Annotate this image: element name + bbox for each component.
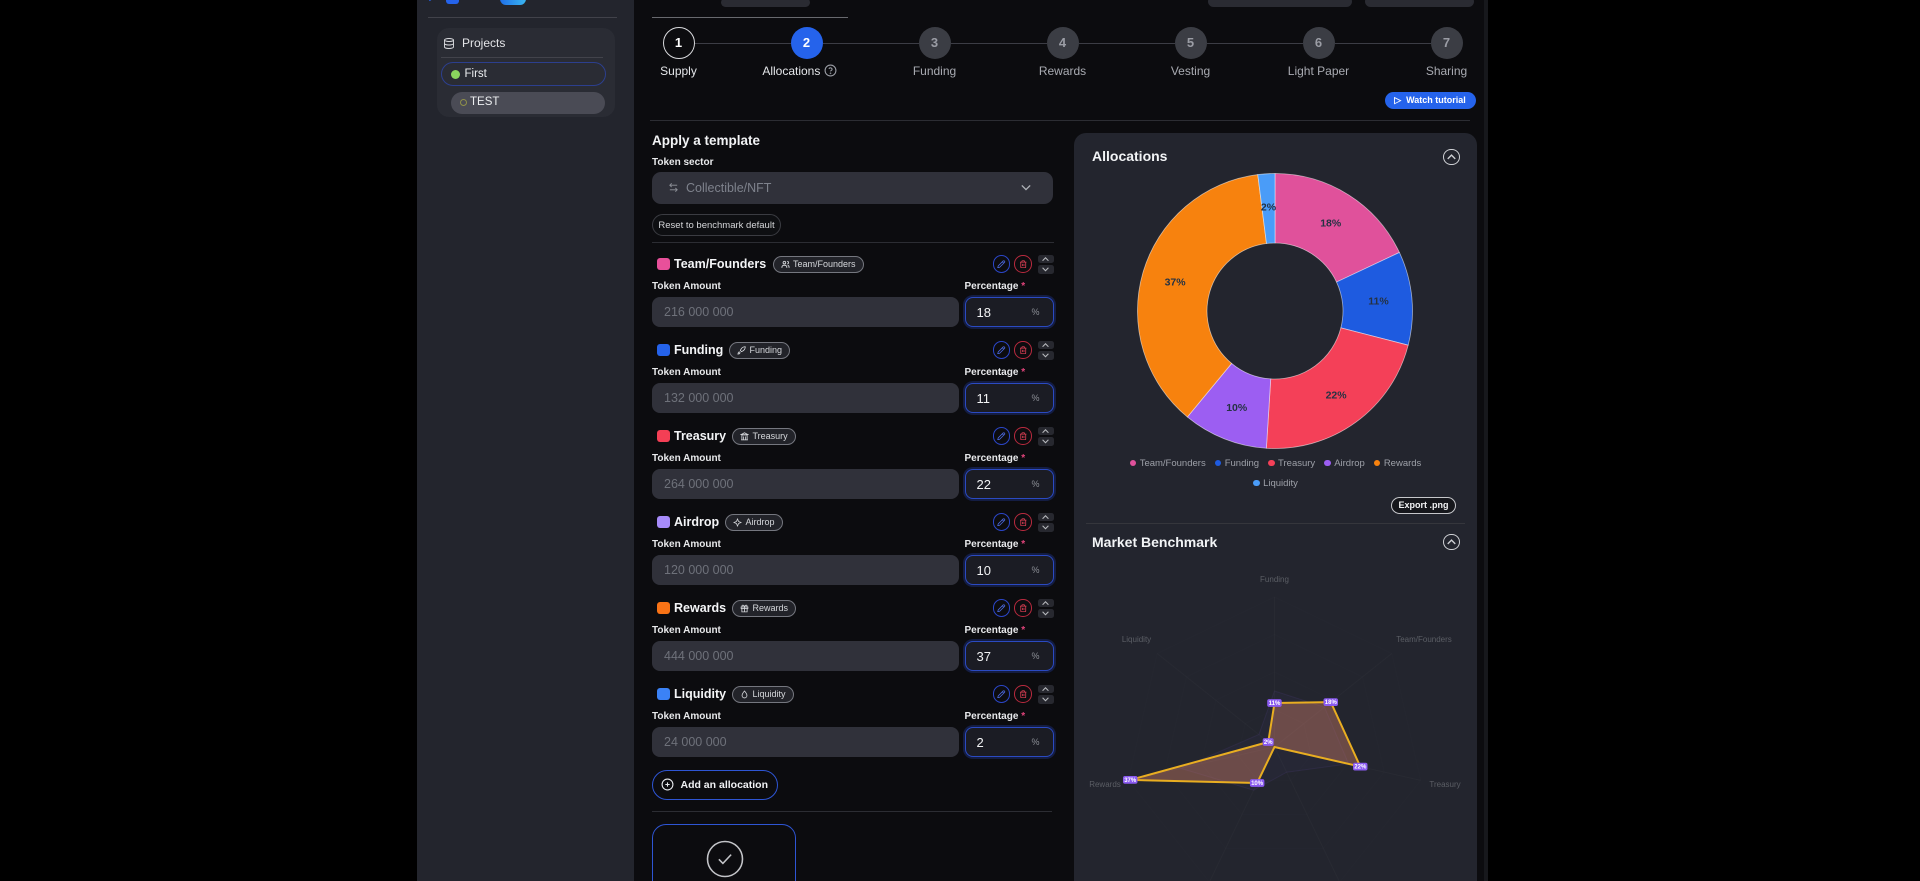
svg-text:18%: 18% [1320,218,1342,230]
svg-text:10%: 10% [1226,402,1248,414]
svg-text:Rewards: Rewards [1089,780,1121,789]
svg-text:37%: 37% [1165,277,1187,289]
svg-text:Treasury: Treasury [1429,780,1460,789]
svg-text:22%: 22% [1326,390,1348,402]
svg-text:22%: 22% [1354,765,1367,771]
svg-text:2%: 2% [1264,740,1273,746]
svg-text:18%: 18% [1325,700,1338,706]
svg-text:2%: 2% [1261,202,1277,214]
svg-text:10%: 10% [1251,781,1264,787]
svg-text:11%: 11% [1368,296,1389,308]
svg-text:Funding: Funding [1260,575,1289,584]
svg-text:Liquidity: Liquidity [1122,635,1151,644]
svg-text:37%: 37% [1124,778,1137,784]
svg-text:11%: 11% [1269,701,1281,707]
svg-text:Team/Founders: Team/Founders [1396,635,1452,644]
